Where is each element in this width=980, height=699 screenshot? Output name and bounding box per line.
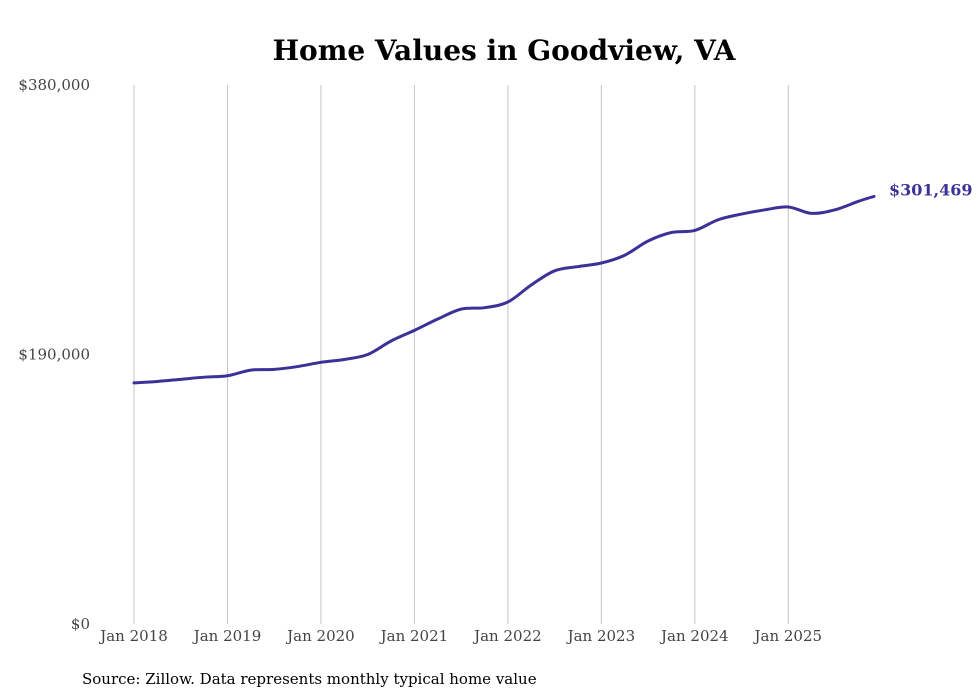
x-tick-label: Jan 2024 [659,627,729,645]
x-tick-label: Jan 2018 [98,627,168,645]
x-tick-label: Jan 2023 [566,627,636,645]
x-axis-ticks: Jan 2018 Jan 2019 Jan 2020 Jan 2021 Jan 2022… [98,627,822,645]
source-note: Source: Zillow. Data represents monthly … [82,670,537,688]
series-group: $301,469 [132,180,973,385]
chart-title: Home Values in Goodview, VA [273,34,737,67]
x-tick-label: Jan 2020 [285,627,355,645]
x-tick-label: Jan 2025 [753,627,823,645]
y-axis-ticks: $0 $190,000 $380,000 [18,76,90,633]
gridlines [133,85,789,624]
x-tick-label: Jan 2021 [379,627,449,645]
end-value-label: $301,469 [889,180,973,199]
y-tick-label: $380,000 [18,76,90,94]
y-tick-label: $190,000 [18,346,90,364]
y-tick-label: $0 [71,615,90,633]
x-tick-label: Jan 2022 [472,627,542,645]
series-line [132,194,876,385]
x-tick-label: Jan 2019 [192,627,262,645]
